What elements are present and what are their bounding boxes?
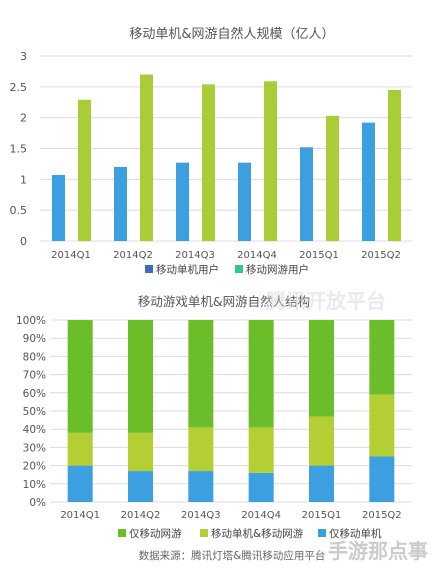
segment-solo-online-2014Q2 bbox=[128, 320, 153, 433]
legend-label: 移动单机用户 bbox=[156, 263, 219, 276]
chart-user-scale: 移动单机&网游自然人规模（亿人） 0 0.5 1 1.5 2 2.5 3 2014Q1 2014Q… bbox=[10, 26, 412, 276]
legend-label: 仅移动网游 bbox=[129, 527, 182, 540]
x-tick-label: 2014Q3 bbox=[175, 250, 215, 261]
y-tick-label: 2 bbox=[20, 112, 27, 125]
segment-solo-online-2015Q2 bbox=[369, 320, 395, 395]
y-tick-label: 50% bbox=[23, 406, 46, 418]
y-tick-label: 60% bbox=[23, 388, 46, 400]
segment-solo-standalone-2014Q1 bbox=[67, 465, 93, 502]
bar-online-2014Q4 bbox=[264, 81, 277, 242]
legend-label: 移动单机&移动网游 bbox=[211, 527, 304, 540]
y-tick-label: 2.5 bbox=[10, 81, 28, 94]
x-tick-label: 2014Q2 bbox=[113, 250, 153, 261]
segment-both-2014Q4 bbox=[248, 427, 274, 473]
segment-both-2015Q2 bbox=[369, 394, 395, 457]
x-tick-label: 2014Q3 bbox=[181, 510, 221, 521]
bar-standalone-2014Q1 bbox=[52, 175, 65, 241]
y-tick-label: 90% bbox=[23, 333, 46, 345]
segment-both-2014Q1 bbox=[67, 432, 93, 466]
legend-label: 仅移动单机 bbox=[329, 527, 382, 540]
segment-solo-online-2014Q1 bbox=[67, 320, 93, 433]
segment-solo-online-2014Q3 bbox=[188, 320, 214, 428]
bar-online-2015Q1 bbox=[326, 115, 339, 241]
segment-both-2014Q3 bbox=[188, 427, 214, 472]
legend-swatch bbox=[200, 529, 208, 537]
x-tick-label: 2014Q4 bbox=[241, 510, 281, 521]
chart-user-structure: 移动游戏单机&网游自然人结构 0% 10% 20% 30% 40% 50% 60% 70% 80%… bbox=[16, 294, 412, 540]
bar-standalone-2014Q3 bbox=[176, 162, 189, 241]
segment-solo-online-2015Q1 bbox=[309, 320, 334, 417]
legend-swatch bbox=[118, 529, 126, 537]
y-tick-label: 20% bbox=[23, 461, 46, 473]
legend-swatch bbox=[145, 265, 153, 273]
y-tick-label: 80% bbox=[23, 351, 46, 363]
bar-standalone-2014Q4 bbox=[238, 162, 251, 241]
x-tick-label: 2015Q2 bbox=[362, 510, 402, 521]
bar-standalone-2015Q2 bbox=[362, 122, 375, 241]
y-tick-label: 3 bbox=[20, 50, 27, 63]
legend-label: 移动网游用户 bbox=[246, 263, 309, 276]
chart-title: 移动游戏单机&网游自然人结构 bbox=[138, 294, 310, 309]
segment-solo-standalone-2015Q2 bbox=[369, 456, 395, 502]
bar-online-2014Q1 bbox=[78, 99, 91, 242]
bar-standalone-2014Q2 bbox=[114, 167, 127, 241]
y-tick-label: 0.5 bbox=[10, 204, 28, 217]
y-tick-label: 100% bbox=[16, 315, 46, 327]
x-tick-label: 2015Q1 bbox=[302, 510, 342, 521]
bar-online-2015Q2 bbox=[388, 89, 401, 242]
x-tick-label: 2014Q4 bbox=[237, 250, 277, 261]
x-tick-label: 2015Q2 bbox=[361, 250, 401, 261]
bar-online-2014Q2 bbox=[140, 74, 153, 241]
segment-solo-online-2014Q4 bbox=[248, 320, 274, 428]
segment-solo-standalone-2014Q2 bbox=[128, 471, 153, 502]
x-tick-label: 2014Q1 bbox=[60, 510, 100, 521]
y-tick-label: 10% bbox=[23, 479, 46, 491]
y-tick-label: 0 bbox=[20, 235, 27, 248]
y-tick-label: 70% bbox=[23, 370, 46, 382]
source-note: 数据来源：腾讯灯塔&腾讯移动应用平台 bbox=[139, 549, 326, 562]
y-tick-label: 1.5 bbox=[10, 143, 28, 156]
y-tick-label: 1 bbox=[20, 173, 27, 186]
bar-standalone-2015Q1 bbox=[300, 147, 313, 241]
x-tick-label: 2014Q1 bbox=[51, 250, 91, 261]
bar-online-2014Q3 bbox=[202, 84, 215, 241]
segment-solo-standalone-2014Q4 bbox=[248, 472, 274, 502]
segment-solo-standalone-2015Q1 bbox=[309, 465, 334, 502]
segment-both-2014Q2 bbox=[128, 432, 153, 472]
chart-title: 移动单机&网游自然人规模（亿人） bbox=[129, 26, 334, 42]
y-tick-label: 40% bbox=[23, 424, 46, 436]
legend-swatch bbox=[318, 529, 326, 537]
y-tick-label: 30% bbox=[23, 442, 46, 454]
legend-swatch bbox=[235, 265, 243, 273]
x-tick-label: 2014Q2 bbox=[121, 510, 161, 521]
segment-both-2015Q1 bbox=[309, 416, 334, 466]
x-tick-label: 2015Q1 bbox=[299, 250, 339, 261]
watermark-top: 腾讯开放平台 bbox=[266, 289, 386, 313]
y-tick-label: 0% bbox=[29, 497, 46, 509]
watermark-bottom: 手游那点事 bbox=[328, 539, 428, 563]
segment-solo-standalone-2014Q3 bbox=[188, 471, 214, 502]
